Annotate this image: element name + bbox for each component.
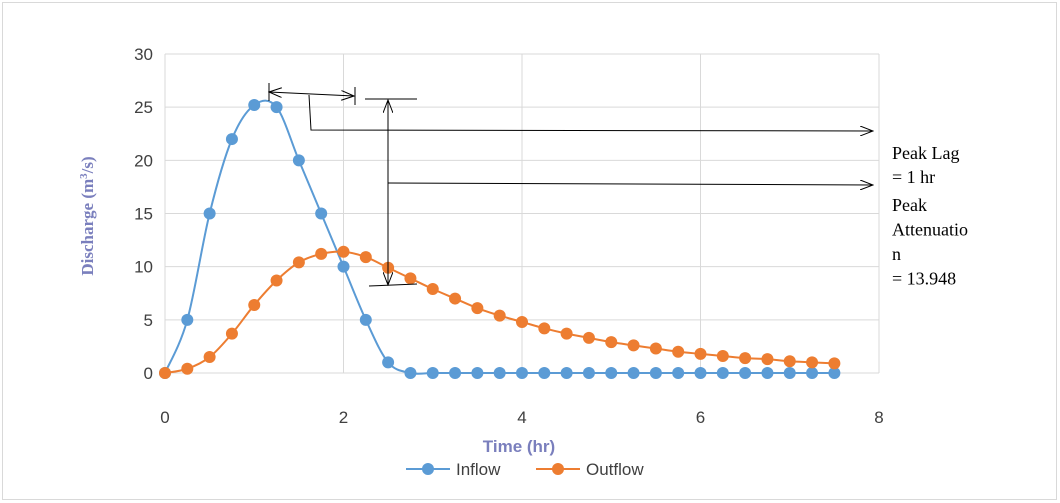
gridlines <box>164 53 880 374</box>
outflow-point <box>426 282 439 295</box>
x-tick-label: 6 <box>696 408 705 427</box>
peak-attenuation-label: Peak <box>892 195 927 215</box>
x-axis-title: Time (hr) <box>483 437 555 456</box>
outflow-point <box>181 362 194 375</box>
discharge-chart: 0 5 10 15 20 25 30 0 2 4 6 8 Peak Lag = 1 hr Peak Atte… <box>78 45 968 479</box>
outflow-legend-marker <box>552 463 564 475</box>
inflow-point <box>672 367 685 379</box>
inflow-point <box>806 367 819 379</box>
inflow-point <box>248 99 261 112</box>
peak-attenuation-label: n <box>892 244 901 264</box>
outflow-point <box>761 353 774 366</box>
outflow-point <box>270 274 283 287</box>
y-tick-label: 10 <box>134 258 153 277</box>
outflow-point <box>783 355 796 368</box>
outflow-point <box>560 327 573 340</box>
peak-lag-leader-arrow <box>308 94 873 131</box>
y-tick-label: 20 <box>134 151 153 170</box>
inflow-point <box>716 367 729 379</box>
outflow-point <box>672 345 685 358</box>
outflow-point <box>315 247 328 260</box>
inflow-point <box>426 367 439 379</box>
y-tick-label: 30 <box>134 45 153 64</box>
outflow-point <box>292 256 305 269</box>
inflow-point <box>783 367 796 379</box>
outflow-point <box>582 331 595 344</box>
inflow-point <box>181 313 194 326</box>
inflow-point <box>270 101 283 114</box>
peak-lag-label: = 1 hr <box>892 167 935 187</box>
outflow-point <box>649 342 662 355</box>
y-tick-label: 5 <box>144 311 153 330</box>
inflow-point <box>627 367 640 379</box>
outflow-legend-label: Outflow <box>586 460 644 479</box>
axes: 0 5 10 15 20 25 30 0 2 4 6 8 <box>134 45 884 427</box>
inflow-point <box>382 356 395 369</box>
outflow-point <box>627 339 640 352</box>
inflow-point <box>292 154 305 167</box>
y-tick-label: 25 <box>134 98 153 117</box>
inflow-point <box>225 133 238 146</box>
inflow-point <box>471 367 484 379</box>
outflow-point <box>449 292 462 305</box>
inflow-point <box>337 260 350 273</box>
outflow-point <box>493 309 506 322</box>
attenuation-leader-arrow <box>387 183 873 185</box>
series <box>159 99 841 379</box>
inflow-point <box>359 313 372 326</box>
x-tick-label: 2 <box>339 408 348 427</box>
outflow-point <box>359 251 372 264</box>
inflow-point <box>605 367 618 379</box>
outflow-point <box>337 245 350 258</box>
outflow-point <box>739 352 752 365</box>
inflow-point <box>516 367 528 379</box>
inflow-point <box>761 367 774 379</box>
outflow-point <box>248 298 261 311</box>
outflow-point <box>806 356 819 369</box>
annotations: Peak Lag = 1 hr Peak Attenuatio n = 13.948 <box>269 83 968 289</box>
inflow-point <box>739 367 752 379</box>
inflow-point <box>694 367 707 379</box>
attenuation-tick-bottom <box>368 283 418 287</box>
outflow-point <box>538 322 551 335</box>
outflow-point <box>159 367 171 379</box>
x-tick-label: 8 <box>874 408 883 427</box>
outflow-point <box>471 302 484 315</box>
y-tick-label: 15 <box>134 205 153 224</box>
inflow-point <box>203 207 216 220</box>
peak-lag-span-arrow <box>269 92 354 96</box>
y-axis-title-superscript: 3 <box>78 173 90 179</box>
peak-lag-label: Peak Lag <box>892 143 959 163</box>
inflow-point <box>315 207 328 220</box>
outflow-point <box>225 327 238 340</box>
inflow-point <box>560 367 573 379</box>
peak-attenuation-label: = 13.948 <box>892 269 956 289</box>
inflow-point <box>649 367 662 379</box>
outflow-point <box>716 349 729 362</box>
x-tick-label: 4 <box>517 408 526 427</box>
outflow-point <box>605 336 618 349</box>
peak-attenuation-label: Attenuatio <box>892 220 968 240</box>
inflow-line <box>164 99 835 375</box>
inflow-point <box>404 367 417 379</box>
outflow-point <box>516 315 528 328</box>
y-tick-label: 0 <box>144 364 153 383</box>
inflow-legend-marker <box>422 463 434 475</box>
inflow-point <box>449 367 462 379</box>
outflow-point <box>828 357 841 370</box>
inflow-point <box>828 367 841 379</box>
inflow-point <box>582 367 595 379</box>
inflow-legend-label: Inflow <box>456 460 501 479</box>
outflow-point <box>203 351 216 364</box>
outflow-point <box>404 272 417 285</box>
y-axis-title: Discharge (m3/s) <box>78 156 97 275</box>
inflow-point <box>493 367 506 379</box>
inflow-point <box>538 367 551 379</box>
legend: Inflow Outflow <box>406 460 644 479</box>
x-tick-label: 0 <box>160 408 169 427</box>
outflow-point <box>694 347 707 360</box>
